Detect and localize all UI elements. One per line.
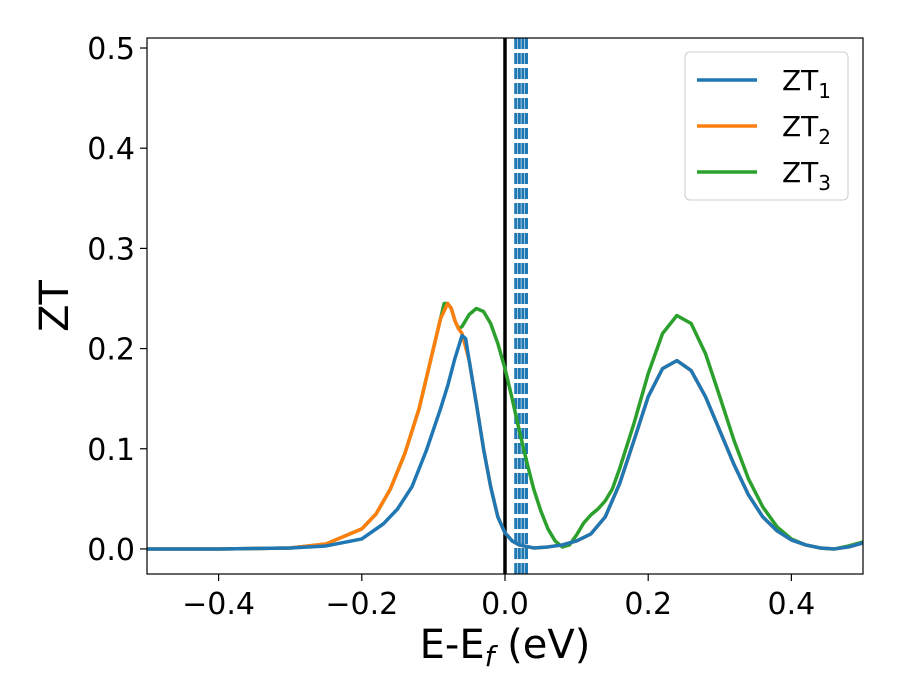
y-tick-label: 0.5 xyxy=(87,32,135,67)
legend-label-main: ZT xyxy=(782,156,819,189)
legend-label-main: ZT xyxy=(782,64,819,97)
legend-box xyxy=(684,51,849,201)
x-tick-label: 0.2 xyxy=(624,587,672,622)
y-tick-label: 0.1 xyxy=(87,433,135,468)
x-axis-ticks: −0.4 −0.2 0.0 0.2 0.4 xyxy=(182,574,815,622)
y-axis-title: ZT xyxy=(32,280,78,332)
vertical-lines xyxy=(503,38,528,574)
legend-label-zt1: ZT1 xyxy=(782,64,831,103)
x-tick-label: 0.4 xyxy=(768,587,816,622)
y-tick-label: 0.0 xyxy=(87,533,135,568)
legend-label-zt3: ZT3 xyxy=(782,156,831,195)
x-axis-title-unit: (eV) xyxy=(494,622,590,668)
series-line-zt1 xyxy=(147,333,863,551)
legend-label-main: ZT xyxy=(782,110,819,143)
x-tick-label: −0.4 xyxy=(182,587,255,622)
y-tick-label: 0.3 xyxy=(87,232,135,267)
legend-label-sub: 2 xyxy=(818,125,831,149)
legend-label-sub: 1 xyxy=(818,79,831,103)
x-tick-label: 0.0 xyxy=(481,587,529,622)
x-axis-title: E-Ef (eV) xyxy=(420,622,591,673)
legend-label-zt2: ZT2 xyxy=(782,110,831,149)
y-axis-ticks: 0.0 0.1 0.2 0.3 0.4 0.5 xyxy=(87,32,147,568)
y-tick-label: 0.4 xyxy=(87,132,135,167)
x-tick-label: −0.2 xyxy=(325,587,398,622)
x-axis-title-main: E-E xyxy=(420,622,485,668)
series-lines xyxy=(147,301,863,551)
legend-label-sub: 3 xyxy=(818,171,831,195)
y-tick-label: 0.2 xyxy=(87,333,135,368)
